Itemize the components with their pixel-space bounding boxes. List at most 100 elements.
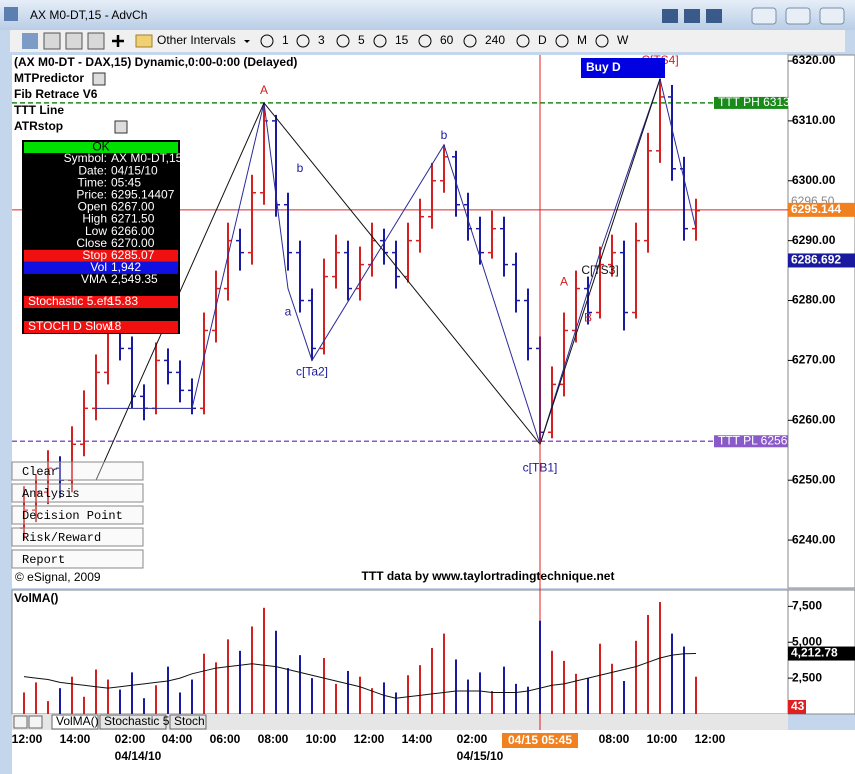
title-buttons xyxy=(662,7,845,25)
data-label: High xyxy=(82,212,107,226)
time-axis xyxy=(12,730,855,774)
volume-bar xyxy=(299,655,301,714)
tab[interactable] xyxy=(169,714,207,730)
interval-button[interactable]: M xyxy=(577,33,587,47)
volume-bar xyxy=(47,701,49,714)
x-tick-label: 08:00 xyxy=(258,732,289,746)
volume-bar xyxy=(443,633,445,714)
chart-header: TTT Line xyxy=(14,103,64,117)
button-label[interactable]: Analysis xyxy=(22,487,80,501)
folder-icon[interactable] xyxy=(135,34,153,48)
tool-icon[interactable] xyxy=(65,32,83,50)
link-icon[interactable] xyxy=(22,33,38,49)
interval-icon xyxy=(373,34,387,48)
tool-icon[interactable] xyxy=(43,32,61,50)
volume-bar xyxy=(587,678,589,714)
data-value: 1,942 xyxy=(111,260,141,274)
data-value: 6267.00 xyxy=(111,200,155,214)
link-button[interactable] xyxy=(684,9,700,23)
volume-bar xyxy=(683,646,685,714)
volume-bar xyxy=(239,650,241,714)
volume-bar xyxy=(35,682,37,714)
volume-bar xyxy=(347,670,349,714)
volume-bar xyxy=(623,680,625,714)
row-bg xyxy=(24,249,178,262)
volume-bar xyxy=(419,665,421,714)
volume-bar xyxy=(23,692,25,714)
x-tick-label: 04:00 xyxy=(162,732,193,746)
interval-button[interactable]: 1 xyxy=(282,33,289,47)
interval-menu[interactable]: Other Intervals xyxy=(157,33,236,47)
level-label-bg xyxy=(714,96,788,109)
lock-icon xyxy=(114,120,128,134)
data-label: Symbol: xyxy=(64,151,107,165)
interval-button[interactable]: 5 xyxy=(358,33,365,47)
tab-label[interactable]: Stochastic 5 xyxy=(104,714,170,728)
button[interactable] xyxy=(11,483,144,503)
volume-bar xyxy=(551,650,553,714)
volume-bar xyxy=(635,640,637,714)
date-label: 04/15/10 xyxy=(457,749,504,763)
x-tick-label: 14:00 xyxy=(402,732,433,746)
row-bg xyxy=(24,261,178,274)
button[interactable] xyxy=(11,505,144,525)
link-button[interactable] xyxy=(706,9,722,23)
y-tick-label: 5,000 xyxy=(792,634,822,648)
volume-pane xyxy=(11,589,789,715)
volume-bar xyxy=(323,658,325,714)
tab[interactable] xyxy=(51,714,99,730)
interval-button[interactable]: D xyxy=(538,33,547,47)
tab[interactable] xyxy=(99,714,167,730)
status: OK xyxy=(92,140,109,154)
interval-button[interactable]: 60 xyxy=(440,33,454,47)
interval-icon xyxy=(260,34,274,48)
tab-label[interactable]: VolMA() xyxy=(56,714,99,728)
date-label: 04/14/10 xyxy=(115,749,162,763)
volume-bar xyxy=(83,696,85,714)
data-label: Price: xyxy=(76,187,107,201)
interval-button[interactable]: 240 xyxy=(485,33,505,47)
volume-bar xyxy=(59,688,61,714)
scroll-right[interactable] xyxy=(28,715,43,729)
pattern-label: B xyxy=(584,311,592,325)
data-label: Open xyxy=(78,200,107,214)
data-label: VMA xyxy=(81,272,107,286)
button-label[interactable]: Decision Point xyxy=(22,509,123,523)
minimize-button[interactable] xyxy=(751,7,777,25)
volume-bar xyxy=(575,673,577,714)
x-tick-label: 10:00 xyxy=(647,732,678,746)
button[interactable] xyxy=(11,527,144,547)
tool-icon[interactable] xyxy=(87,32,105,50)
add-icon[interactable] xyxy=(112,35,124,47)
window-title: AX M0-DT,15 - AdvCh xyxy=(30,8,147,22)
cursor-price-bg xyxy=(788,202,855,217)
volume-bar xyxy=(599,643,601,714)
volume-bar xyxy=(467,679,469,714)
maximize-button[interactable] xyxy=(785,7,811,25)
stoch-bg xyxy=(788,700,806,714)
menu-arrow xyxy=(244,40,250,43)
scroll-left[interactable] xyxy=(13,715,28,729)
button-label[interactable]: Clear xyxy=(22,465,58,479)
interval-button[interactable]: W xyxy=(617,33,629,47)
level-label-bg xyxy=(714,435,788,448)
study-label: STOCH D Slow xyxy=(28,319,111,333)
volume-bar xyxy=(95,669,97,714)
button[interactable] xyxy=(11,461,144,481)
link-button[interactable] xyxy=(662,9,678,23)
tab-label[interactable]: Stoch xyxy=(174,714,205,728)
data-value: 6270.00 xyxy=(111,236,155,250)
button[interactable] xyxy=(11,549,144,569)
pattern-label: b xyxy=(441,128,448,142)
close-button[interactable] xyxy=(819,7,845,25)
data-label: Vol xyxy=(90,260,107,274)
volume-bar xyxy=(335,683,337,714)
volume-bar xyxy=(311,678,313,714)
x-tick-label: 02:00 xyxy=(457,732,488,746)
interval-icon xyxy=(336,34,350,48)
button-label[interactable]: Risk/Reward xyxy=(22,531,101,545)
volume-bar xyxy=(371,688,373,714)
button-label[interactable]: Report xyxy=(22,553,65,567)
interval-button[interactable]: 3 xyxy=(318,33,325,47)
interval-button[interactable]: 15 xyxy=(395,33,409,47)
